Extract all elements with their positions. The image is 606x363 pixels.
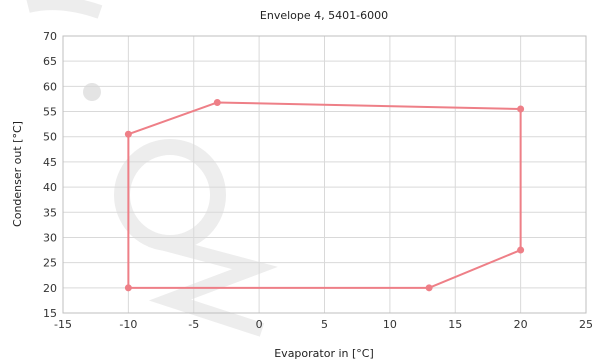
watermark-arc	[26, 0, 103, 19]
data-point	[517, 246, 525, 254]
y-tick-label: 25	[43, 257, 57, 270]
data-point	[517, 105, 525, 113]
y-tick-label: 70	[43, 30, 57, 43]
watermark-dot	[83, 83, 101, 101]
y-axis-ticks: 15 20 25 30 35 40 45 50 55 60 65 70	[43, 30, 57, 320]
x-tick-label: -10	[119, 318, 137, 331]
data-point	[425, 284, 433, 292]
y-tick-label: 35	[43, 206, 57, 219]
series-envelope	[124, 98, 525, 292]
y-tick-label: 65	[43, 55, 57, 68]
x-tick-label: 0	[256, 318, 263, 331]
watermark-ring	[114, 139, 226, 251]
y-tick-label: 20	[43, 282, 57, 295]
x-tick-label: 10	[383, 318, 397, 331]
x-tick-label: -15	[54, 318, 72, 331]
y-tick-label: 55	[43, 106, 57, 119]
data-point	[213, 98, 221, 106]
y-tick-label: 15	[43, 307, 57, 320]
y-tick-label: 40	[43, 181, 57, 194]
y-tick-label: 45	[43, 156, 57, 169]
watermark-stroke	[148, 233, 278, 337]
grid-lines	[62, 35, 587, 314]
x-axis-ticks: -15 -10 -5 0 5 10 15 20 25	[54, 318, 593, 331]
x-tick-label: 5	[321, 318, 328, 331]
x-tick-label: 25	[579, 318, 593, 331]
x-axis-label: Evaporator in [°C]	[274, 347, 374, 360]
data-point	[124, 130, 132, 138]
y-tick-label: 50	[43, 131, 57, 144]
chart-title: Envelope 4, 5401-6000	[260, 9, 388, 22]
y-tick-label: 60	[43, 80, 57, 93]
x-tick-label: 15	[448, 318, 462, 331]
plot-frame	[62, 35, 587, 314]
x-tick-label: 20	[514, 318, 528, 331]
x-tick-label: -5	[188, 318, 199, 331]
y-tick-label: 30	[43, 231, 57, 244]
watermark	[26, 0, 278, 337]
y-axis-label: Condenser out [°C]	[11, 121, 24, 227]
data-point	[124, 284, 132, 292]
